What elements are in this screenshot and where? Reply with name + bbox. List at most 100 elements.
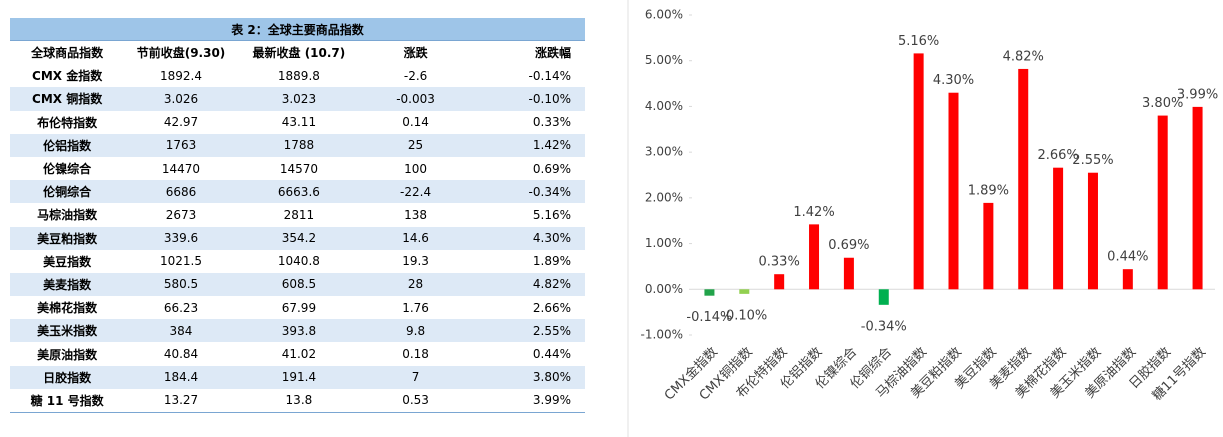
table-row: 美玉米指数 384 393.8 9.8 2.55% <box>10 319 585 343</box>
cell: 608.5 <box>237 272 361 297</box>
cell: -2.6 <box>403 68 428 83</box>
cell: 67.99 <box>281 300 317 315</box>
cell: 1892.4 <box>159 68 202 83</box>
bar <box>1122 269 1133 290</box>
bar <box>1053 167 1064 290</box>
cell: 布伦特指数 <box>37 115 98 130</box>
cell: 3.80% <box>471 365 585 389</box>
bar <box>774 274 785 290</box>
table-row: 美豆指数 1021.5 1040.8 19.3 1.89% <box>10 250 585 273</box>
header-cell: 最新收盘 (10.7) <box>252 46 346 61</box>
table-row: 伦铜综合 6686 6663.6 -22.4 -0.34% <box>10 180 585 204</box>
bar <box>1192 106 1203 290</box>
cell: 14.6 <box>360 226 472 250</box>
table-row: 伦镍综合 14470 14570 100 0.69% <box>10 157 585 180</box>
value-label: -0.34% <box>861 319 907 334</box>
cell: 2673 <box>165 207 197 222</box>
cell: 14470 <box>161 161 201 176</box>
cell: 580.5 <box>124 272 238 297</box>
cell: 354.2 <box>237 226 361 250</box>
table-row: 日胶指数 184.4 191.4 7 3.80% <box>10 365 585 389</box>
value-label: -0.10% <box>721 308 767 323</box>
cell: 美麦指数 <box>10 272 125 297</box>
cell: 191.4 <box>237 365 361 389</box>
header-cell: 涨跌幅 <box>534 46 571 61</box>
cell: 2811 <box>283 207 315 222</box>
table-row: 伦铝指数 1763 1788 25 1.42% <box>10 133 585 157</box>
cell: 2.55% <box>471 319 585 343</box>
cell: -22.4 <box>360 180 472 204</box>
value-label: 3.99% <box>1177 87 1218 102</box>
bar <box>809 224 820 290</box>
y-tick-label: 4.00% <box>645 99 683 113</box>
cell: 339.6 <box>124 226 238 250</box>
cell: 美玉米指数 <box>10 319 125 343</box>
table-row: 美棉花指数 66.23 67.99 1.76 2.66% <box>10 296 585 319</box>
bar <box>739 289 750 294</box>
cell: 美豆粕指数 <box>10 226 125 250</box>
header-cell: 节前收盘(9.30) <box>136 46 226 61</box>
value-label: 0.44% <box>1107 250 1148 265</box>
y-tick-label: 2.00% <box>645 190 683 204</box>
cell: 0.69% <box>532 161 571 176</box>
cell: 日胶指数 <box>10 365 125 389</box>
value-label: 3.80% <box>1142 96 1183 111</box>
header-cell: 全球商品指数 <box>31 46 104 61</box>
bar <box>704 289 715 296</box>
value-label: 1.42% <box>793 205 834 220</box>
table-row: 马棕油指数 2673 2811 138 5.16% <box>10 203 585 226</box>
bar <box>1157 115 1168 290</box>
value-label: 4.30% <box>933 73 974 88</box>
cell: 马棕油指数 <box>37 208 98 223</box>
header-cell: 涨跌 <box>403 46 428 61</box>
cell: 19.3 <box>402 254 429 269</box>
value-label: 4.82% <box>1003 49 1044 64</box>
cell: 3.99% <box>471 388 585 413</box>
cell: 393.8 <box>237 319 361 343</box>
bar <box>983 202 994 290</box>
cell: 1021.5 <box>159 254 202 269</box>
cell: 184.4 <box>124 365 238 389</box>
title-row: 表 2：全球主要商品指数 <box>10 18 585 41</box>
cell: -0.10% <box>471 87 585 111</box>
cell: 6686 <box>124 180 238 204</box>
cell: 6663.6 <box>237 180 361 204</box>
table-row: 美麦指数 580.5 608.5 28 4.82% <box>10 272 585 297</box>
cell: 41.02 <box>281 347 317 362</box>
cell: CMX 铜指数 <box>10 87 125 111</box>
y-tick-label: 5.00% <box>645 53 683 67</box>
cell: 25 <box>360 133 472 157</box>
table-row: 美原油指数 40.84 41.02 0.18 0.44% <box>10 342 585 365</box>
cell: -0.34% <box>471 180 585 204</box>
y-tick-label: 1.00% <box>645 236 683 250</box>
y-tick-label: 3.00% <box>645 145 683 159</box>
cell: 100 <box>404 161 428 176</box>
value-label: 2.55% <box>1072 153 1113 168</box>
value-label: 5.16% <box>898 34 939 49</box>
cell: 美原油指数 <box>37 347 98 362</box>
bar <box>948 92 959 290</box>
cell: 2.66% <box>532 300 571 315</box>
cell: 1.89% <box>532 254 571 269</box>
cell: 0.44% <box>532 347 571 362</box>
y-tick-label: -1.00% <box>641 328 683 342</box>
cell: 28 <box>360 272 472 297</box>
value-label: -0.14% <box>686 310 732 325</box>
cell: 1763 <box>124 133 238 157</box>
cell: 4.30% <box>471 226 585 250</box>
cell: 1889.8 <box>277 68 320 83</box>
cell: 13.8 <box>237 388 361 413</box>
cell: 40.84 <box>163 347 199 362</box>
cell: 糖 11 号指数 <box>10 388 125 413</box>
cell: 0.14 <box>402 115 429 130</box>
table-title: 表 2：全球主要商品指数 <box>10 18 585 41</box>
table-row: CMX 铜指数 3.026 3.023 -0.003 -0.10% <box>10 87 585 111</box>
cell: 0.33% <box>532 115 571 130</box>
cell: 美棉花指数 <box>37 301 98 316</box>
cell: 66.23 <box>163 300 199 315</box>
cell: 美豆指数 <box>43 254 92 269</box>
cell: 13.27 <box>124 388 238 413</box>
header-row: 全球商品指数 节前收盘(9.30) 最新收盘 (10.7) 涨跌 涨跌幅 <box>10 41 585 65</box>
cell: 1.76 <box>402 300 429 315</box>
